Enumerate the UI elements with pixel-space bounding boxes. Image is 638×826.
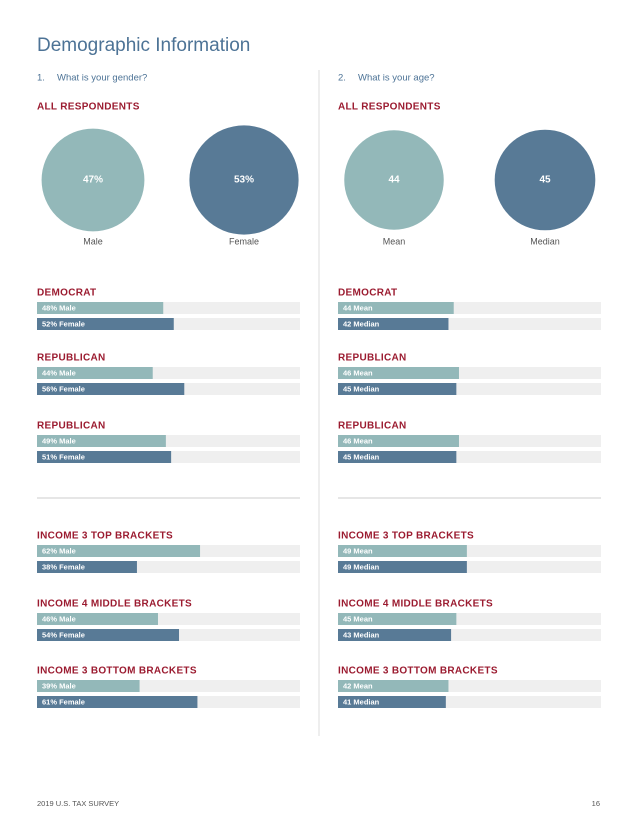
bar (338, 545, 467, 557)
circle-value: 53% (234, 175, 254, 186)
bar (338, 696, 446, 708)
bar (338, 613, 457, 625)
bar-label: 49% Male (42, 436, 76, 445)
section-heading: ALL RESPONDENTS (338, 102, 441, 113)
bar-label: 46 Mean (343, 368, 373, 377)
bar (37, 383, 185, 395)
bar (338, 318, 449, 330)
group-heading: INCOME 4 MIDDLE BRACKETS (37, 599, 192, 610)
bar-label: 43 Median (343, 630, 380, 639)
bar-label: 38% Female (42, 562, 85, 571)
bar-label: 46 Mean (343, 436, 373, 445)
circle (344, 130, 444, 230)
bar (37, 629, 180, 641)
bar (37, 613, 158, 625)
group-heading: REPUBLICAN (37, 353, 106, 364)
bar (37, 451, 172, 463)
group-heading: REPUBLICAN (338, 353, 407, 364)
bar-label: 51% Female (42, 452, 85, 461)
bar (37, 302, 164, 314)
bar (338, 383, 457, 395)
circle (494, 129, 596, 231)
bar-label: 48% Male (42, 303, 76, 312)
group-heading: REPUBLICAN (338, 421, 407, 432)
page-number: 16 (592, 799, 600, 808)
bar (338, 561, 467, 573)
circle-label: Median (530, 236, 560, 246)
bar (37, 561, 137, 573)
group-heading: INCOME 3 BOTTOM BRACKETS (37, 666, 197, 677)
question: What is your age? (358, 73, 435, 84)
group-heading: INCOME 3 BOTTOM BRACKETS (338, 666, 498, 677)
bar (37, 680, 140, 692)
bar (338, 451, 457, 463)
circle-label: Female (229, 236, 259, 246)
bar-label: 45 Median (343, 384, 380, 393)
bar (37, 545, 201, 557)
circle (41, 128, 145, 232)
bar (338, 629, 452, 641)
bar-label: 44% Male (42, 368, 76, 377)
bar-label: 61% Female (42, 697, 85, 706)
section-heading: ALL RESPONDENTS (37, 102, 140, 113)
bar (338, 302, 454, 314)
group-heading: REPUBLICAN (37, 421, 106, 432)
group-heading: INCOME 4 MIDDLE BRACKETS (338, 599, 493, 610)
circle-label: Mean (383, 236, 406, 246)
circle-value: 44 (388, 175, 400, 186)
circle-value: 47% (83, 175, 103, 186)
bar-label: 46% Male (42, 614, 76, 623)
bar-label: 45 Median (343, 452, 380, 461)
group-heading: INCOME 3 TOP BRACKETS (338, 531, 474, 542)
circle-value: 45 (539, 175, 551, 186)
bar-label: 42 Median (343, 319, 380, 328)
bar (37, 318, 174, 330)
bar (37, 435, 166, 447)
group-heading: DEMOCRAT (338, 288, 397, 299)
bar-label: 49 Mean (343, 546, 373, 555)
bar-label: 56% Female (42, 384, 85, 393)
question-number: 1. (37, 73, 45, 84)
group-heading: INCOME 3 TOP BRACKETS (37, 531, 173, 542)
bar-label: 39% Male (42, 681, 76, 690)
question-number: 2. (338, 73, 346, 84)
page-title: Demographic Information (37, 35, 250, 56)
footer-left: 2019 U.S. TAX SURVEY (37, 799, 119, 808)
bar-label: 52% Female (42, 319, 85, 328)
circle-label: Male (83, 236, 103, 246)
bar-label: 49 Median (343, 562, 380, 571)
bar-label: 41 Median (343, 697, 380, 706)
bar (338, 680, 449, 692)
bar (37, 367, 153, 379)
bar-label: 45 Mean (343, 614, 373, 623)
question: What is your gender? (57, 73, 147, 84)
bar (338, 435, 459, 447)
bar-label: 62% Male (42, 546, 76, 555)
bar-label: 54% Female (42, 630, 85, 639)
bar (37, 696, 198, 708)
bar-label: 42 Mean (343, 681, 373, 690)
circle (189, 125, 299, 235)
group-heading: DEMOCRAT (37, 288, 96, 299)
bar-label: 44 Mean (343, 303, 373, 312)
bar (338, 367, 459, 379)
